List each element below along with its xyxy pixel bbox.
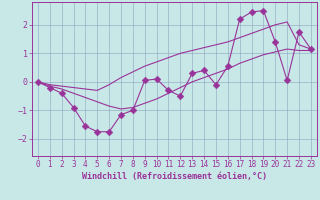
X-axis label: Windchill (Refroidissement éolien,°C): Windchill (Refroidissement éolien,°C): [82, 172, 267, 181]
